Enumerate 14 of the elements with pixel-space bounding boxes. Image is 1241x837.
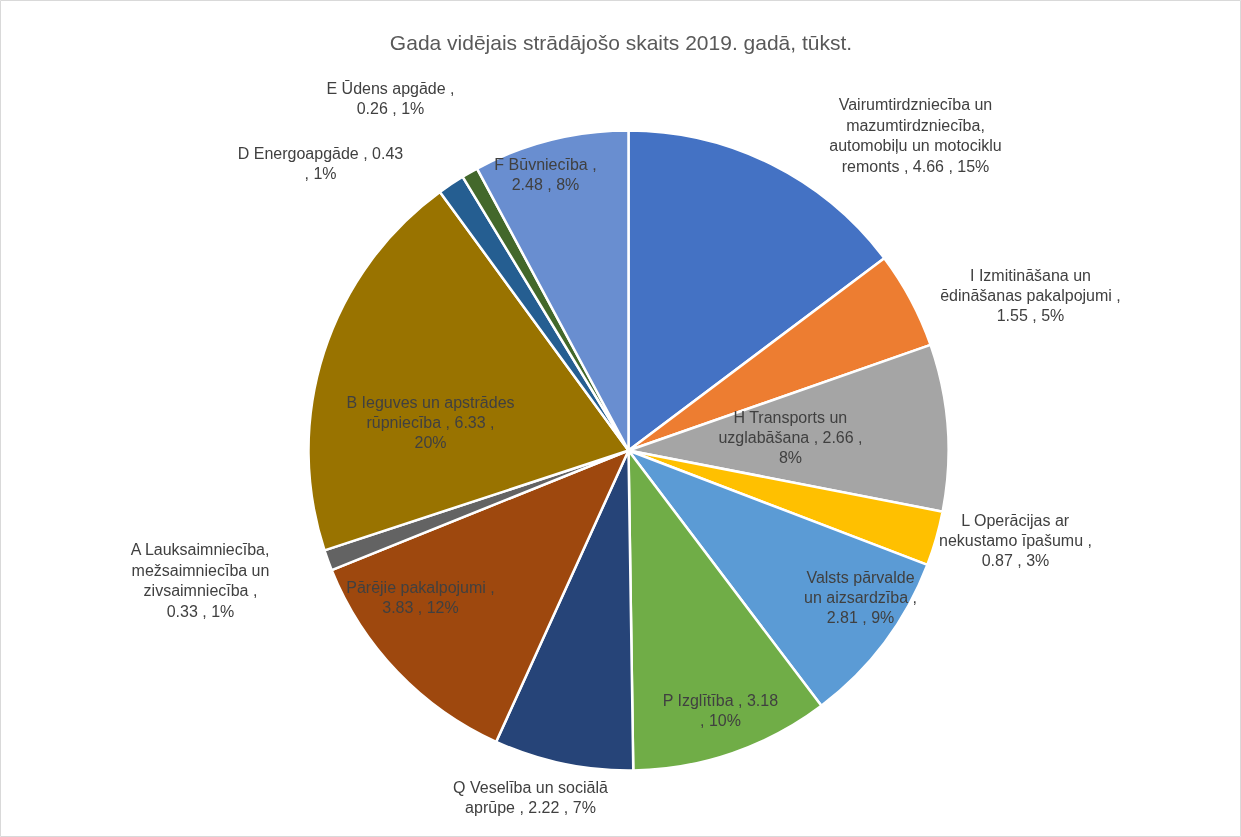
slice-label: E Ūdens apgāde , 0.26 , 1%: [326, 79, 455, 118]
slice-label: H Transports un uzglabāšana , 2.66 , 8%: [718, 408, 863, 467]
slice-label: L Operācijas ar nekustamo īpašumu , 0.87 , 3%: [939, 511, 1092, 570]
slice-label: B Ieguves un apstrādes rūpniecība , 6.33 , 20%: [346, 393, 515, 452]
slice-label: I Izmitināšana un ēdināšanas pakalpojumi , 1.55 , 5%: [940, 266, 1121, 325]
slice-label: F Būvniecība , 2.48 , 8%: [494, 155, 597, 194]
slice-label: P Izglītība , 3.18 , 10%: [662, 691, 779, 730]
slice-label: Valsts pārvalde un aizsardzība , 2.81 , 9%: [804, 568, 917, 627]
slice-label: A Lauksaimniecība, mežsaimniecība un zivsaimniecība , 0.33 , 1%: [130, 541, 270, 620]
slice-label: Q Veselība un sociālā aprūpe , 2.22 , 7%: [453, 778, 608, 817]
slice-label: Vairumtirdzniecība un mazumtirdzniecība, automobiļu un motociklu remonts , 4.66 , 15%: [829, 96, 1002, 175]
chart-title: Gada vidējais strādājošo skaits 2019. gadā, tūkst.: [389, 31, 853, 54]
slice-label: D Energoapgāde , 0.43 , 1%: [237, 144, 404, 183]
slice-label: Pārējie pakalpojumi , 3.83 , 12%: [346, 578, 495, 617]
